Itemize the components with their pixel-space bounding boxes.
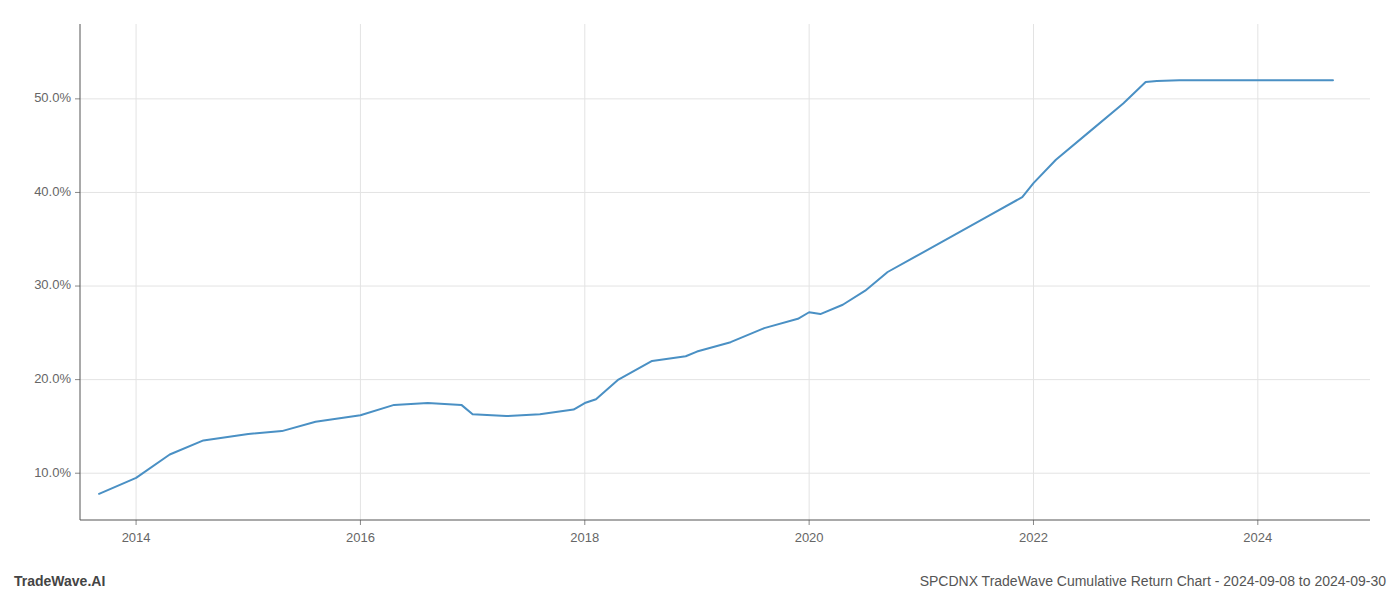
x-tick-label: 2014 (122, 530, 151, 545)
data-line (99, 80, 1333, 494)
y-tick (75, 192, 80, 193)
y-grid-line (80, 98, 1370, 99)
y-grid-line (80, 286, 1370, 287)
x-grid-line (1033, 24, 1034, 520)
y-tick-label: 10.0% (34, 465, 71, 480)
y-axis-line (80, 24, 81, 520)
x-tick-label: 2022 (1019, 530, 1048, 545)
plot-area (99, 80, 1333, 494)
y-tick-label: 30.0% (34, 277, 71, 292)
x-tick-label: 2018 (570, 530, 599, 545)
grid (80, 24, 1370, 520)
x-tick-label: 2020 (795, 530, 824, 545)
x-grid-line (1257, 24, 1258, 520)
y-grid-line (80, 379, 1370, 380)
x-axis-line (80, 520, 1370, 521)
chart-container: 10.0% 20.0% 30.0% 40.0% 50.0% 2014 2016 2018 202… (0, 0, 1400, 600)
y-grid-line (80, 473, 1370, 474)
x-grid-line (584, 24, 585, 520)
x-grid-line (360, 24, 361, 520)
y-tick (75, 286, 80, 287)
y-tick-label: 20.0% (34, 371, 71, 386)
y-tick-label: 50.0% (34, 90, 71, 105)
x-grid-line (136, 24, 137, 520)
texts: TradeWave.AI SPCDNX TradeWave Cumulative … (14, 573, 1386, 589)
y-tick (75, 473, 80, 474)
x-grid-line (809, 24, 810, 520)
y-tick (75, 379, 80, 380)
x-tick (809, 520, 810, 525)
x-tick (1033, 520, 1034, 525)
axes: 10.0% 20.0% 30.0% 40.0% 50.0% 2014 2016 2018 202… (34, 24, 1370, 545)
x-tick (584, 520, 585, 525)
x-tick (136, 520, 137, 525)
chart-svg: 10.0% 20.0% 30.0% 40.0% 50.0% 2014 2016 2018 202… (0, 0, 1400, 600)
x-tick-label: 2016 (346, 530, 375, 545)
y-tick (75, 98, 80, 99)
x-tick (1257, 520, 1258, 525)
y-grid-line (80, 192, 1370, 193)
watermark: TradeWave.AI (14, 573, 105, 589)
y-tick-label: 40.0% (34, 184, 71, 199)
x-tick-label: 2024 (1243, 530, 1272, 545)
x-tick (360, 520, 361, 525)
chart-title: SPCDNX TradeWave Cumulative Return Chart… (920, 573, 1387, 589)
